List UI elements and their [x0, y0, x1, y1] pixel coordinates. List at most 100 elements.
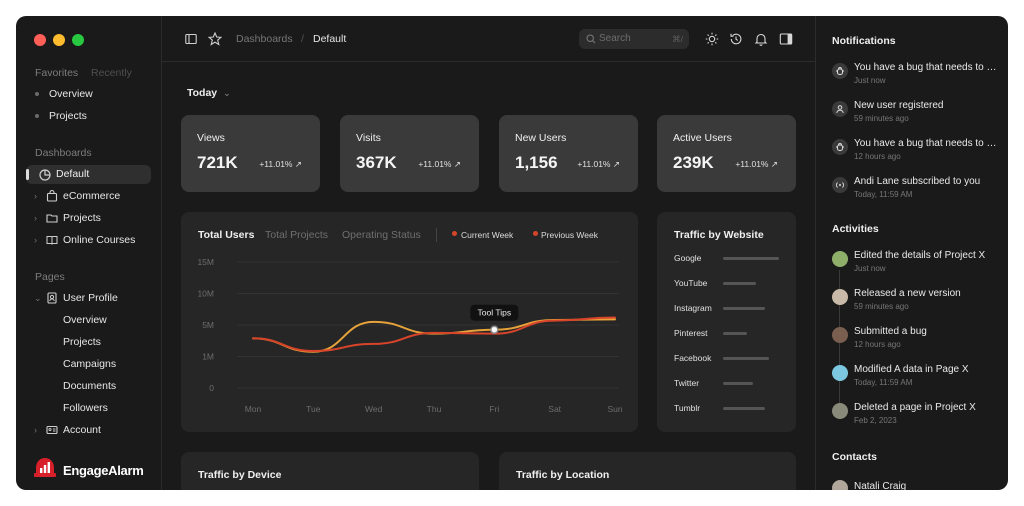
- tooltip-point[interactable]: [490, 325, 499, 334]
- activity-time: Today, 11:59 AM: [854, 378, 913, 387]
- favorite-item-overview[interactable]: Overview: [35, 88, 93, 100]
- website-row[interactable]: Twitter: [674, 377, 784, 391]
- contact-name: Natali Craig: [854, 481, 907, 490]
- sidebar-subitem-followers[interactable]: Followers: [63, 402, 108, 414]
- top-bar: Dashboards / Default Search ⌘/: [162, 16, 815, 62]
- previous-week-line: [252, 316, 616, 352]
- tab-operating-status[interactable]: Operating Status: [342, 229, 421, 241]
- breadcrumb-root[interactable]: Dashboards: [236, 33, 293, 45]
- stat-card-visits: Visits 367K +11.01% ↗: [340, 115, 479, 192]
- notification-text: Andi Lane subscribed to you: [854, 176, 981, 187]
- activity-item[interactable]: Deleted a page in Project X Feb 2, 2023: [832, 402, 1002, 434]
- avatar: [832, 251, 848, 267]
- website-row[interactable]: Pinterest: [674, 327, 784, 341]
- search-shortcut: ⌘/: [672, 34, 683, 44]
- id-badge-icon: [47, 292, 57, 304]
- stat-change-text: +11.01%: [735, 159, 769, 169]
- favorite-label: Overview: [49, 88, 93, 100]
- sidebar-label: eCommerce: [63, 190, 121, 202]
- minimize-window-button[interactable]: [53, 34, 65, 46]
- legend-dot-previous: [533, 231, 538, 236]
- date-filter-dropdown[interactable]: Today ⌄: [187, 87, 231, 99]
- search-icon: [586, 34, 596, 44]
- date-filter-label: Today: [187, 87, 218, 99]
- users-chart-card: Total Users Total Projects Operating Sta…: [181, 212, 638, 432]
- chevron-down-icon: ⌄: [34, 292, 42, 303]
- website-row[interactable]: Google: [674, 252, 784, 266]
- notification-time: 59 minutes ago: [854, 114, 909, 123]
- website-row[interactable]: Instagram: [674, 302, 784, 316]
- tab-favorites[interactable]: Favorites: [35, 67, 79, 79]
- activity-time: 59 minutes ago: [854, 302, 909, 311]
- notification-item[interactable]: Andi Lane subscribed to you Today, 11:59…: [832, 176, 1002, 208]
- notification-item[interactable]: You have a bug that needs to be fixed Ju…: [832, 62, 1002, 94]
- star-icon[interactable]: [208, 32, 222, 46]
- right-panel-toggle-icon[interactable]: [779, 32, 793, 46]
- sidebar-toggle-icon[interactable]: [185, 33, 197, 45]
- activity-item[interactable]: Released a new version 59 minutes ago: [832, 288, 1002, 320]
- stat-value: 1,156: [515, 153, 558, 172]
- activity-text: Modified A data in Page X: [854, 364, 969, 375]
- left-sidebar: Favorites Recently Overview Projects Das…: [16, 16, 162, 490]
- avatar: [832, 480, 848, 490]
- notification-item[interactable]: You have a bug that needs to be fixed 12…: [832, 138, 1002, 170]
- stat-title: Active Users: [673, 132, 732, 144]
- tab-recently[interactable]: Recently: [91, 67, 132, 79]
- y-tick-label: 0: [209, 383, 214, 393]
- website-name: Instagram: [674, 303, 712, 313]
- maximize-window-button[interactable]: [72, 34, 84, 46]
- sidebar-label: Account: [63, 424, 101, 436]
- right-panel: Notifications You have a bug that needs …: [815, 16, 1008, 490]
- stat-value: 367K: [356, 153, 397, 172]
- traffic-location-title: Traffic by Location: [516, 469, 610, 481]
- website-row[interactable]: Tumblr: [674, 402, 784, 416]
- activity-item[interactable]: Modified A data in Page X Today, 11:59 A…: [832, 364, 1002, 396]
- notification-text: You have a bug that needs to be fixed: [854, 62, 1000, 73]
- engagealarm-logo: EngageAlarm: [32, 456, 152, 482]
- sidebar-subitem-projects[interactable]: Projects: [63, 336, 101, 348]
- avatar: [832, 327, 848, 343]
- tab-divider: [436, 228, 437, 242]
- sidebar-item-projects[interactable]: › Projects: [34, 212, 101, 224]
- contacts-title: Contacts: [832, 451, 877, 463]
- activity-time: 12 hours ago: [854, 340, 901, 349]
- pages-section-title: Pages: [35, 271, 65, 283]
- notification-text: You have a bug that needs to be fixed: [854, 138, 1000, 149]
- chevron-right-icon: ›: [34, 191, 37, 201]
- sidebar-item-default[interactable]: Default: [26, 165, 151, 184]
- sidebar-subitem-documents[interactable]: Documents: [63, 380, 117, 392]
- broadcast-icon: [832, 177, 848, 193]
- traffic-device-title: Traffic by Device: [198, 469, 282, 481]
- chevron-right-icon: ›: [34, 235, 37, 245]
- activity-item[interactable]: Submitted a bug 12 hours ago: [832, 326, 1002, 358]
- sidebar-item-user-profile[interactable]: ⌄ User Profile: [34, 292, 118, 304]
- current-week-line: [252, 318, 616, 353]
- contact-item[interactable]: Natali Craig: [832, 479, 1002, 490]
- avatar: [832, 403, 848, 419]
- website-row[interactable]: YouTube: [674, 277, 784, 291]
- close-window-button[interactable]: [34, 34, 46, 46]
- sidebar-subitem-campaigns[interactable]: Campaigns: [63, 358, 117, 370]
- y-tick-label: 1M: [202, 352, 214, 362]
- sidebar-subitem-overview[interactable]: Overview: [63, 314, 107, 326]
- trend-up-icon: ↗: [453, 159, 461, 169]
- x-tick-label: Sun: [607, 404, 622, 414]
- notification-item[interactable]: New user registered 59 minutes ago: [832, 100, 1002, 132]
- favorite-item-projects[interactable]: Projects: [35, 110, 87, 122]
- bug-icon: [832, 63, 848, 79]
- sidebar-item-ecommerce[interactable]: › eCommerce: [34, 190, 120, 202]
- website-name: Google: [674, 253, 702, 263]
- notification-time: Today, 11:59 AM: [854, 190, 913, 199]
- bell-icon[interactable]: [754, 32, 768, 46]
- sidebar-item-account[interactable]: › Account: [34, 424, 101, 436]
- sidebar-item-online-courses[interactable]: › Online Courses: [34, 234, 135, 246]
- website-row[interactable]: Facebook: [674, 352, 784, 366]
- tab-total-users[interactable]: Total Users: [198, 229, 255, 241]
- history-icon[interactable]: [729, 32, 743, 46]
- search-box[interactable]: Search ⌘/: [579, 29, 689, 49]
- activity-item[interactable]: Edited the details of Project X Just now: [832, 250, 1002, 282]
- avatar: [832, 365, 848, 381]
- activity-time: Feb 2, 2023: [854, 416, 897, 425]
- tab-total-projects[interactable]: Total Projects: [265, 229, 329, 241]
- sun-icon[interactable]: [705, 32, 719, 46]
